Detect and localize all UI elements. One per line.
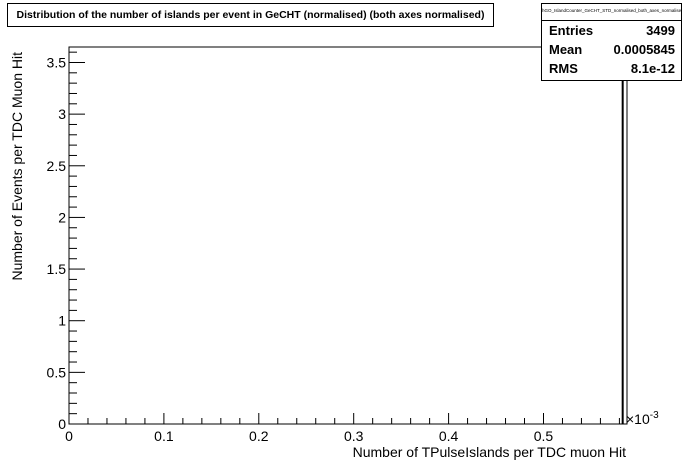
x-tick-label: 0.2 [249, 428, 269, 444]
x-tick-label: 0.4 [439, 428, 459, 444]
stats-row-mean: Mean 0.0005845 [542, 40, 681, 59]
x-tick-label: 0.5 [534, 428, 554, 444]
plot-title: Distribution of the number of islands pe… [7, 3, 494, 27]
stats-entries-label: Entries [549, 23, 594, 38]
y-tick-labels: 0 0.5 1 1.5 2 2.5 3 3.5 [47, 54, 67, 432]
y-tick-label: 0 [58, 416, 66, 432]
y-tick-label: 3 [58, 106, 66, 122]
x-tick-label: 0 [65, 428, 73, 444]
stats-mean-value: 0.0005845 [613, 42, 675, 57]
major-ticks [68, 61, 544, 425]
plot-frame [68, 46, 628, 425]
y-tick-label: 1 [58, 313, 66, 329]
stats-histogram-name: hGO_IslandCounter_GeCHT_STD_normalised_b… [542, 4, 681, 21]
stats-mean-label: Mean [549, 42, 583, 57]
stats-rms-value: 8.1e-12 [630, 61, 675, 76]
stats-rms-label: RMS [549, 61, 578, 76]
y-tick-label: 3.5 [47, 54, 67, 70]
x-axis-exponent-base: ×10 [626, 411, 650, 427]
stats-box: hGO_IslandCounter_GeCHT_STD_normalised_b… [541, 3, 682, 81]
x-axis-exponent-power: -3 [650, 410, 659, 421]
y-axis-label: Number of Events per TDC Muon Hit [9, 52, 25, 281]
y-tick-label: 2.5 [47, 158, 67, 174]
stats-entries-value: 3499 [646, 23, 675, 38]
stats-row-rms: RMS 8.1e-12 [542, 59, 681, 78]
x-axis-label: Number of TPulseIslands per TDC muon Hit [353, 444, 626, 460]
y-tick-label: 0.5 [47, 364, 67, 380]
stats-row-entries: Entries 3499 [542, 21, 681, 40]
x-axis-exponent: ×10-3 [626, 410, 659, 427]
x-tick-label: 0.3 [344, 428, 364, 444]
y-tick-label: 1.5 [47, 261, 67, 277]
x-tick-label: 0.1 [154, 428, 174, 444]
y-tick-label: 2 [58, 209, 66, 225]
x-tick-labels: 0 0.1 0.2 0.3 0.4 0.5 [65, 428, 553, 444]
minor-ticks [69, 51, 620, 424]
